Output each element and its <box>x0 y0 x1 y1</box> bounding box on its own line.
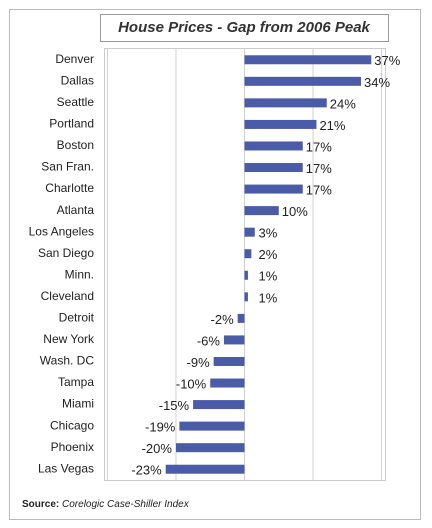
bar <box>165 464 245 474</box>
y-tick-label: Seattle <box>57 95 95 109</box>
y-tick-label: Denver <box>55 52 94 66</box>
bar <box>175 443 245 453</box>
bar <box>244 98 327 108</box>
y-tick-label: Chicago <box>50 418 94 432</box>
bar <box>244 55 372 65</box>
value-label: 17% <box>306 161 332 176</box>
value-label: 17% <box>306 183 332 198</box>
bar <box>213 356 245 366</box>
value-label: 17% <box>306 139 332 154</box>
bar <box>244 76 362 86</box>
bar <box>210 378 245 388</box>
chart-frame <box>9 9 421 520</box>
y-tick-label: Wash. DC <box>40 354 95 368</box>
value-label: -23% <box>131 463 162 478</box>
source-label: Source: <box>22 499 59 510</box>
value-label: -15% <box>159 398 190 413</box>
value-label: -9% <box>187 355 211 370</box>
y-tick-label: Los Angeles <box>29 224 94 238</box>
title-box <box>100 14 389 42</box>
bar <box>244 141 303 151</box>
bar <box>237 313 245 323</box>
y-tick-label: Minn. <box>65 267 94 281</box>
bar <box>244 119 317 129</box>
y-tick-label: San Diego <box>38 246 94 260</box>
y-tick-label: Portland <box>49 117 94 131</box>
y-tick-label: Tampa <box>58 375 94 389</box>
y-tick-label: San Fran. <box>41 160 94 174</box>
source: Source: Corelogic Case-Shiller Index <box>22 499 190 510</box>
value-label: 1% <box>259 269 278 284</box>
value-label: 34% <box>364 75 390 90</box>
bar <box>223 335 245 345</box>
value-label: 21% <box>319 118 345 133</box>
bar <box>244 249 252 259</box>
y-tick-label: Phoenix <box>51 440 94 454</box>
value-label: 24% <box>330 96 356 111</box>
y-tick-label: Charlotte <box>45 181 94 195</box>
y-tick-label: Miami <box>62 397 94 411</box>
bar <box>244 227 255 237</box>
bar <box>244 163 303 173</box>
y-tick-label: Las Vegas <box>38 461 94 475</box>
source-text: Corelogic Case-Shiller Index <box>62 499 190 510</box>
bar <box>244 270 248 280</box>
value-label: -10% <box>176 376 207 391</box>
bar <box>193 400 245 410</box>
y-tick-label: Atlanta <box>57 203 95 217</box>
bar <box>179 421 245 431</box>
value-label: -2% <box>211 312 235 327</box>
bar <box>244 184 303 194</box>
value-label: -20% <box>142 441 173 456</box>
y-tick-label: New York <box>43 332 95 346</box>
value-label: 37% <box>374 53 400 68</box>
bar <box>244 292 248 302</box>
value-label: -19% <box>145 420 176 435</box>
chart-title: House Prices - Gap from 2006 Peak <box>118 19 370 36</box>
y-tick-label: Dallas <box>61 73 94 87</box>
bar <box>244 206 279 216</box>
y-tick-label: Boston <box>57 138 94 152</box>
value-label: -6% <box>197 333 221 348</box>
value-label: 2% <box>259 247 278 262</box>
value-label: 1% <box>259 290 278 305</box>
y-tick-label: Cleveland <box>41 289 94 303</box>
value-label: 3% <box>259 226 278 241</box>
plot-area <box>104 48 386 481</box>
y-tick-label: Detroit <box>59 311 95 325</box>
value-label: 10% <box>282 204 308 219</box>
